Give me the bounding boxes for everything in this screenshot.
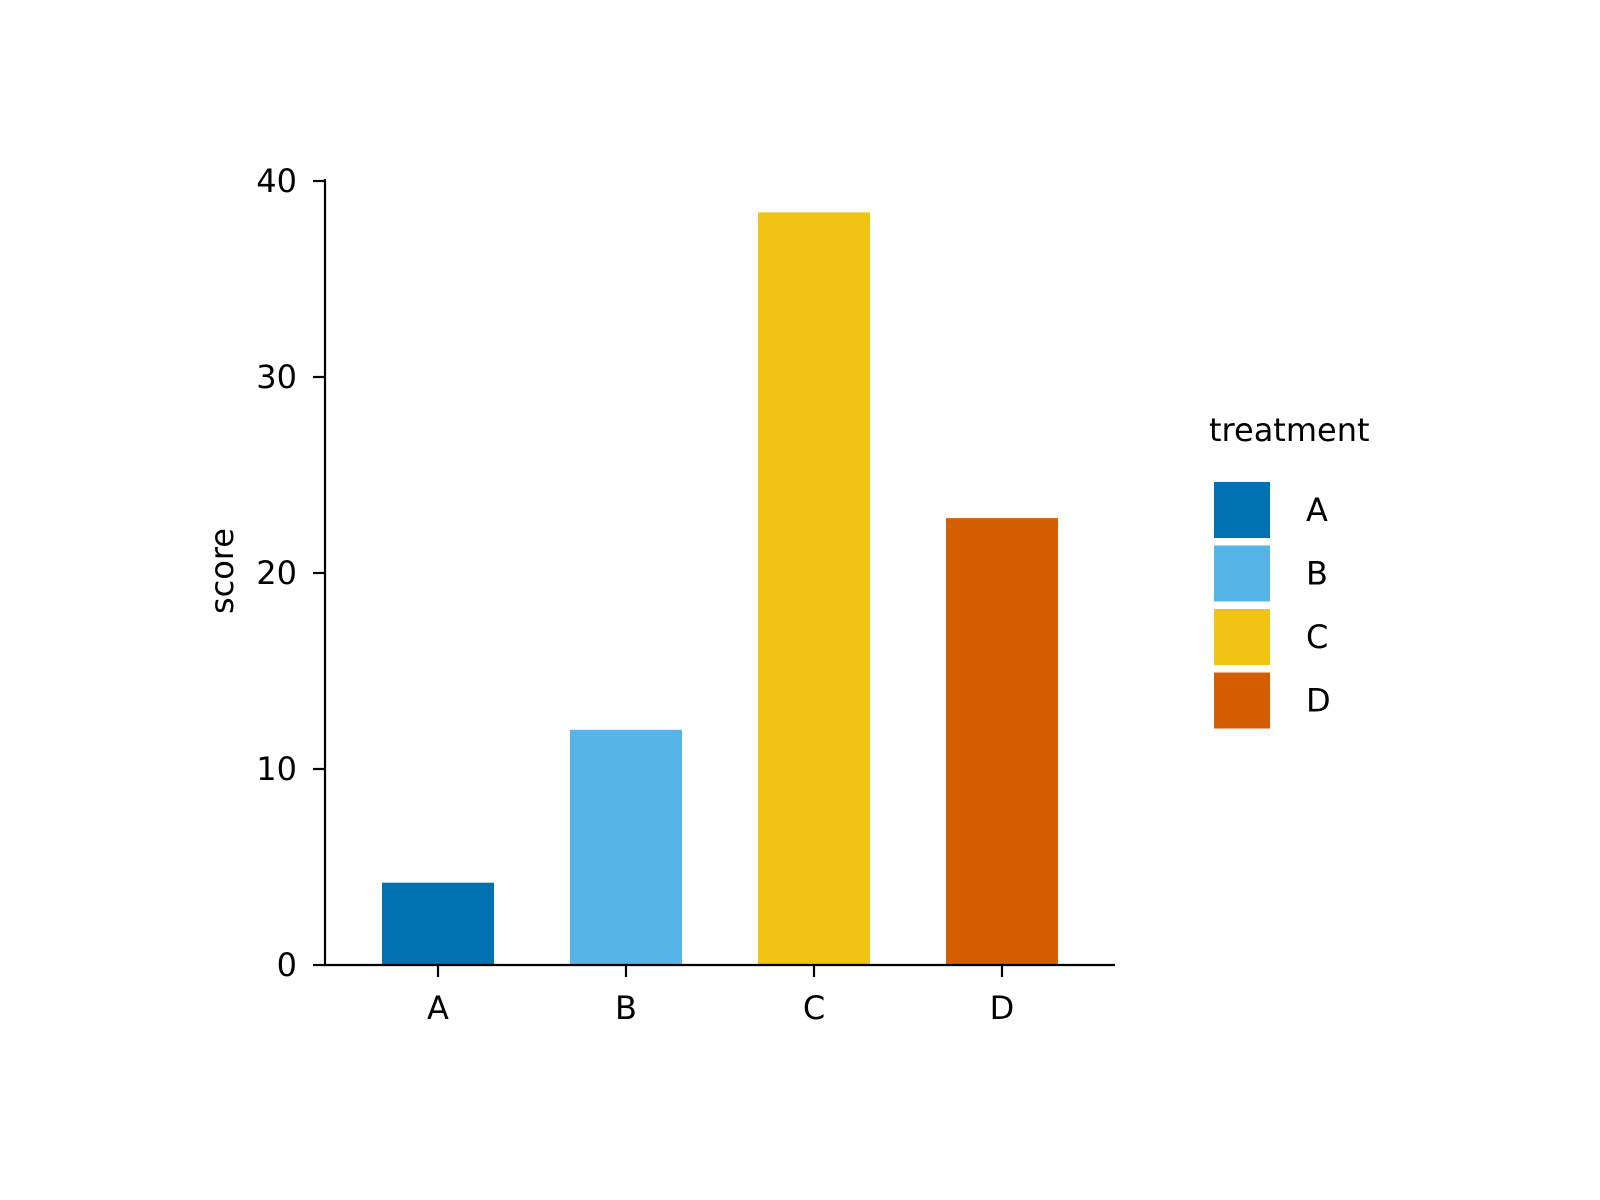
y-ticks: 0 10 20 30 40 [256, 162, 325, 984]
legend-label-B: B [1306, 555, 1328, 593]
x-tick-label-B: B [615, 989, 637, 1027]
legend-label-D: D [1306, 682, 1331, 720]
x-ticks: A B C D [427, 965, 1014, 1027]
y-tick-label-0: 0 [277, 946, 297, 984]
y-tick-label-30: 30 [256, 358, 297, 396]
legend-label-C: C [1306, 618, 1328, 656]
legend-swatch-D [1214, 672, 1270, 729]
legend-title: treatment [1209, 411, 1370, 449]
y-tick-label-20: 20 [256, 554, 297, 592]
legend-label-A: A [1306, 491, 1328, 529]
bar-D [946, 518, 1058, 965]
bar-B [570, 729, 682, 965]
x-tick-label-D: D [990, 989, 1015, 1027]
x-tick-label-C: C [803, 989, 825, 1027]
bar-C [758, 212, 870, 966]
y-axis-title: score [203, 528, 241, 614]
legend-swatch-B [1214, 545, 1270, 602]
y-tick-label-10: 10 [256, 750, 297, 788]
bars-layer [382, 212, 1058, 966]
y-tick-label-40: 40 [256, 162, 297, 200]
x-tick-label-A: A [427, 989, 449, 1027]
legend-swatch-A [1214, 482, 1270, 538]
bar-A [382, 882, 494, 965]
legend-swatch-C [1214, 609, 1270, 665]
